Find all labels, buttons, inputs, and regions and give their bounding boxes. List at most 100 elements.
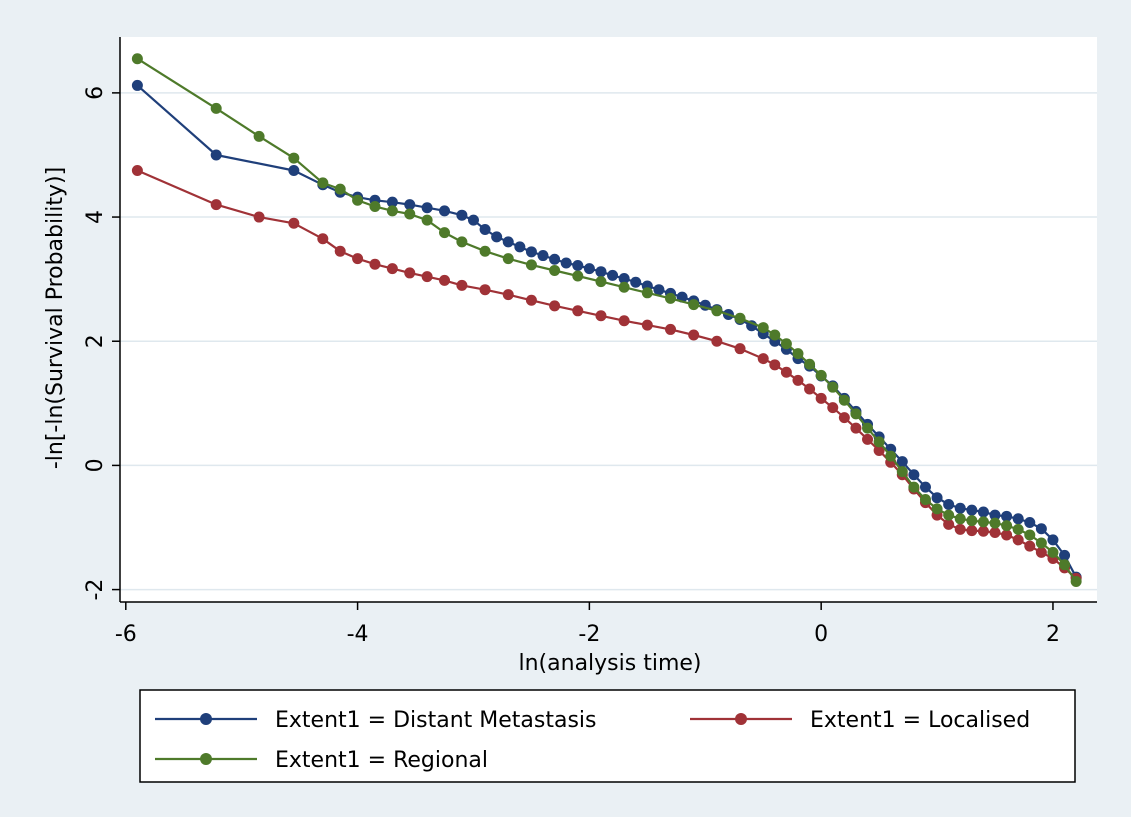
legend-label: Extent1 = Regional (275, 748, 488, 773)
data-point (404, 267, 416, 279)
data-point (618, 273, 630, 285)
legend-label: Extent1 = Distant Metastasis (275, 708, 596, 733)
data-point (896, 466, 908, 478)
series-0 (131, 79, 1082, 583)
data-point (896, 456, 908, 468)
data-point (404, 208, 416, 220)
data-point (815, 392, 827, 404)
data-point (1001, 510, 1013, 522)
data-point (989, 517, 1001, 529)
data-point (1012, 523, 1024, 535)
data-point (1001, 520, 1013, 532)
data-point (572, 259, 584, 271)
data-point (954, 513, 966, 525)
data-point (734, 343, 746, 355)
data-point (1047, 534, 1059, 546)
legend-item: Extent1 = Regional (155, 748, 488, 773)
data-point (792, 348, 804, 360)
data-point (537, 250, 549, 262)
data-point (966, 504, 978, 516)
data-point (989, 509, 1001, 521)
data-point (966, 525, 978, 537)
data-point (977, 516, 989, 528)
data-point (253, 130, 265, 142)
data-point (572, 270, 584, 282)
data-point (757, 322, 769, 334)
data-point (653, 284, 665, 296)
data-point (525, 259, 537, 271)
legend-item: Extent1 = Distant Metastasis (155, 708, 596, 733)
x-tick-label: -4 (347, 622, 369, 647)
data-point (210, 199, 222, 211)
data-point (288, 164, 300, 176)
data-point (456, 279, 468, 291)
data-point (502, 253, 514, 265)
data-point (827, 402, 839, 414)
x-axis-label: ln(analysis time) (519, 651, 702, 676)
y-tick-label: 0 (83, 458, 108, 472)
data-point (862, 433, 874, 445)
data-point (1024, 529, 1036, 541)
data-point (456, 236, 468, 248)
data-point (479, 245, 491, 257)
data-point (989, 526, 1001, 538)
data-point (595, 266, 607, 278)
data-point (688, 299, 700, 311)
data-point (850, 408, 862, 420)
data-point (1059, 559, 1071, 571)
data-point (943, 509, 955, 521)
legend-swatch-marker (200, 713, 212, 725)
axes (119, 37, 1097, 603)
y-axis-label: -ln[-ln(Survival Probability)] (43, 167, 68, 469)
data-point (1035, 537, 1047, 549)
data-point (334, 245, 346, 257)
data-point (792, 374, 804, 386)
data-point (873, 445, 885, 457)
data-point (1012, 534, 1024, 546)
data-point (439, 227, 451, 239)
data-point (288, 152, 300, 164)
data-point (1070, 576, 1082, 588)
x-tick-label: 0 (814, 622, 828, 647)
data-point (954, 502, 966, 514)
x-tick-label: -6 (115, 622, 137, 647)
data-point (334, 183, 346, 195)
data-point (1059, 549, 1071, 561)
data-point (1024, 540, 1036, 552)
data-point (479, 284, 491, 296)
data-point (1024, 517, 1036, 529)
data-point (966, 515, 978, 527)
data-point (931, 503, 943, 515)
data-point (131, 53, 143, 65)
data-point (421, 271, 433, 283)
data-point (618, 281, 630, 293)
data-point (421, 214, 433, 226)
data-point (595, 276, 607, 288)
data-point (838, 412, 850, 424)
data-point (456, 209, 468, 221)
legend-box (139, 689, 1076, 783)
data-point (369, 201, 381, 212)
data-point (885, 450, 897, 462)
data-point (919, 481, 931, 493)
data-point (525, 294, 537, 306)
data-point (583, 263, 595, 275)
data-point (931, 492, 943, 504)
data-point (908, 481, 920, 493)
y-tick-label: -2 (83, 579, 108, 601)
data-point (804, 358, 816, 370)
series-2 (131, 53, 1082, 588)
data-point (439, 205, 451, 217)
data-point (525, 246, 537, 258)
data-point (572, 305, 584, 317)
data-point (549, 300, 561, 312)
data-point (977, 525, 989, 537)
data-point (404, 199, 416, 211)
data-point (769, 329, 781, 341)
legend: Extent1 = Distant Metastasis Extent1 = Lo… (139, 689, 1076, 783)
data-point (210, 149, 222, 161)
data-point (253, 211, 265, 223)
data-point (827, 381, 839, 393)
data-point (919, 494, 931, 506)
data-point (943, 518, 955, 530)
